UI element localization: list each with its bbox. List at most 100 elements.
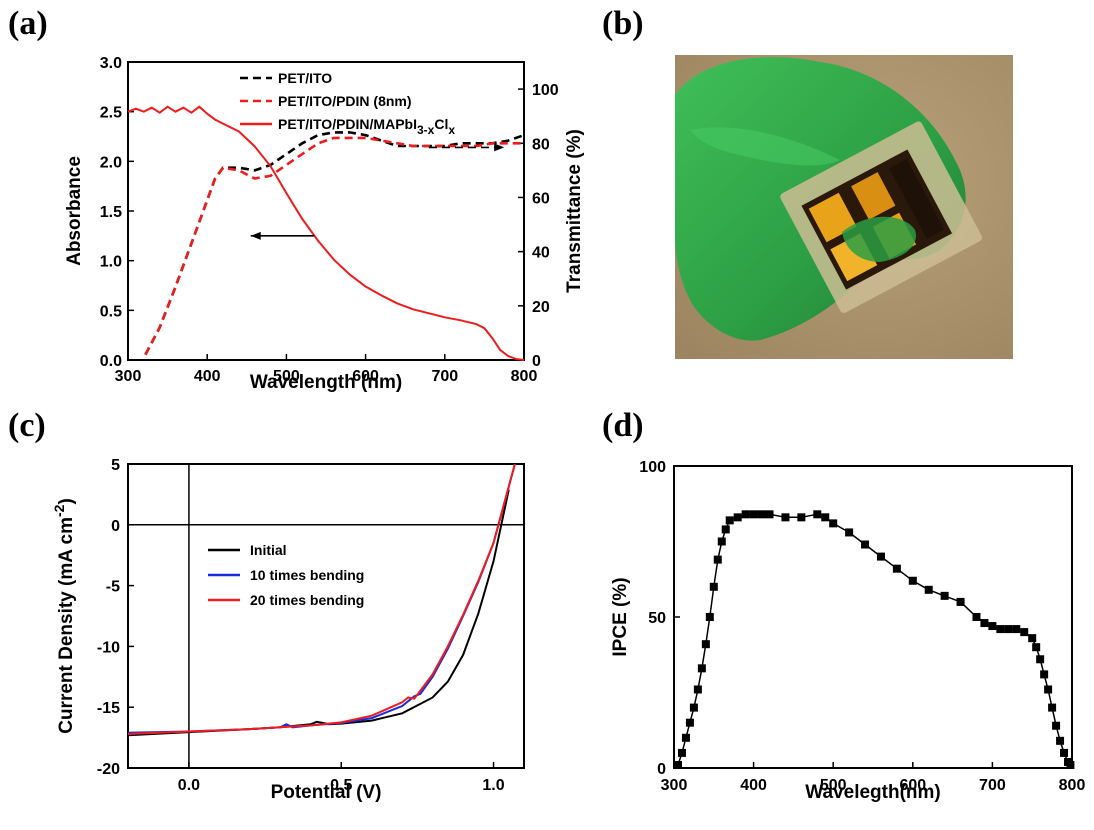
ipce-point [956,597,965,606]
ipce-point [1036,655,1045,664]
ipce-point [705,613,714,621]
glove-highlight [690,127,840,166]
panel-label-b: (b) [602,5,644,42]
x-tick-label: 0.0 [178,777,200,794]
x-tick-label: 500 [273,368,300,385]
y-axis-title: Current Density (mA cm-2) [51,498,77,734]
ipce-point [725,516,734,525]
ipce-point [713,555,722,564]
y-tick-label: 3.0 [100,55,122,72]
x-tick-label: 700 [979,777,1006,794]
ipce-point [677,748,686,757]
x-tick-label: 800 [511,368,538,385]
ipce-point [757,510,766,519]
x-tick-label: 600 [899,777,926,794]
ipce-point [1032,643,1041,652]
series-line-3 [127,105,525,361]
x-axis-title: Wavelength (nm) [250,372,402,393]
ipce-point [892,564,901,573]
series-line-3 [127,463,516,735]
x-axis-title: Potential (V) [271,782,382,803]
y2-tick-label: 80 [532,136,550,153]
ipce-point [861,540,870,549]
ipce-point [924,585,933,594]
annotation-arrowhead [494,143,505,152]
ipce-point [693,685,702,694]
ipce-point [1028,634,1037,643]
series-line-1 [127,489,510,737]
x-tick-label: 800 [1059,777,1086,794]
legend-label-2: 10 times bending [250,567,364,583]
legend-label-3: PET/ITO/PDIN/MAPbI3-xClx [278,116,455,137]
y-tick-label: 1.5 [100,204,122,221]
y-tick-label: 2.5 [100,105,122,122]
ipce-point [940,591,949,600]
annotation-arrowhead [250,231,261,240]
y-tick-label: 50 [648,610,666,627]
y2-tick-label: 100 [532,82,559,99]
ipce-point [741,510,750,519]
y-tick-label: -5 [106,579,120,596]
y-tick-label: 0.5 [100,303,122,320]
x-tick-label: 0.5 [330,777,352,794]
ipce-point [697,664,706,673]
ipce-point [1004,625,1013,634]
y2-tick-label: 0 [532,353,541,370]
legend-label-2: PET/ITO/PDIN (8nm) [278,93,412,109]
series-line-2 [144,136,524,356]
ipce-point [813,510,822,519]
electrode [851,172,896,220]
ipce-point [996,625,1005,634]
ipce-point [797,513,806,522]
ipce-point [980,619,989,628]
ipce-point [673,760,682,769]
plot-frame [127,463,525,769]
y-tick-label: 0.0 [100,353,122,370]
ipce-point [1020,628,1029,637]
panel-label-a: (a) [8,5,48,42]
x-tick-label: 700 [431,368,458,385]
ipce-point [685,718,694,727]
y-tick-label: -10 [97,639,120,656]
y-tick-label: 0 [111,518,120,535]
ipce-point [1066,760,1075,769]
y-axis-title: Absorbance [64,156,85,266]
ipce-point [681,733,690,742]
x-tick-label: 1.0 [482,777,504,794]
y-tick-label: 5 [111,457,120,474]
ipce-point [821,513,830,522]
x-tick-label: 500 [820,777,847,794]
x-tick-label: 400 [740,777,767,794]
x-tick-label: 600 [352,368,379,385]
x-tick-label: 400 [194,368,221,385]
x-axis-title: Waveleg​th(nm) [805,782,940,803]
y-tick-label: -20 [97,761,120,778]
chart-jv-curves: 0.0 0.5 1.0 -20 -15 -10 -5 0 5 Potential (V) Curre… [51,457,525,803]
panel-label-c: (c) [8,407,46,444]
ipce-point [1052,721,1061,730]
ipce-line [677,513,1071,766]
y2-tick-label: 20 [532,299,550,316]
x-tick-label: 300 [661,777,688,794]
ipce-point [781,513,790,522]
electrode [808,192,857,243]
ipce-point [972,613,981,621]
y2-tick-label: 60 [532,190,550,207]
thumb [842,216,916,262]
ipce-point [829,519,838,528]
ipce-point [988,622,997,631]
ipce-point [689,703,698,712]
y2-axis-title: Transmittance (%) [564,129,585,293]
ipce-point [1040,670,1049,679]
electrode-gap [889,158,945,239]
ipce-point [749,510,758,519]
plot-frame [673,465,1073,769]
y-tick-label: 2.0 [100,154,122,171]
ipce-point [1044,685,1053,694]
legend-label-1: Initial [250,542,287,558]
panel-label-d: (d) [602,407,644,444]
y-tick-label: 0 [657,761,666,778]
y-tick-label: -15 [97,700,120,717]
y2-tick-label: 40 [532,245,550,262]
